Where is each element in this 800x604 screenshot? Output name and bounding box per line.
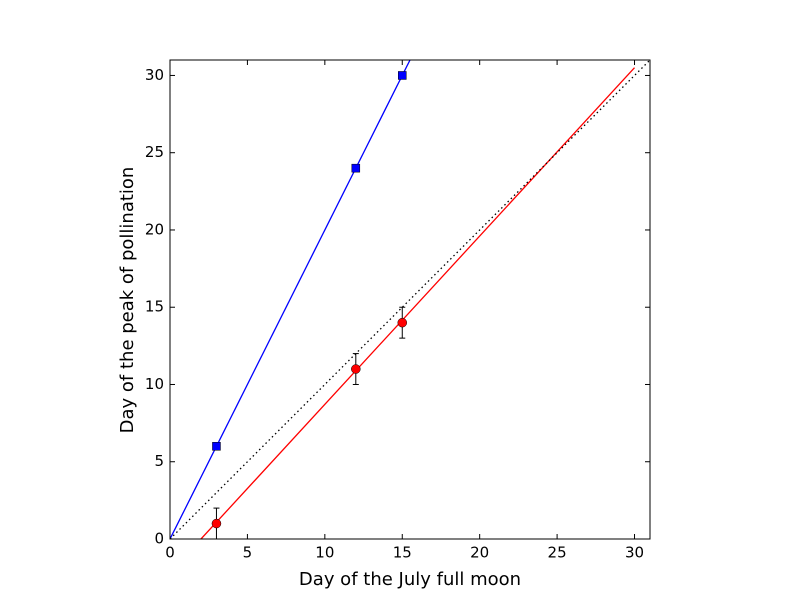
y-tick-label: 30 (145, 66, 164, 84)
fit-line (170, 60, 411, 539)
fit-line (170, 60, 650, 539)
y-tick-label: 25 (145, 143, 164, 161)
y-tick-label: 15 (145, 298, 164, 316)
fit-line (200, 67, 635, 539)
x-tick-label: 15 (393, 544, 412, 562)
y-tick-label: 20 (145, 220, 164, 238)
x-tick-label: 30 (625, 544, 644, 562)
x-tick-label: 0 (165, 544, 175, 562)
x-tick-label: 20 (470, 544, 489, 562)
point (211, 518, 222, 529)
y-tick-label: 5 (154, 452, 164, 470)
point (351, 163, 361, 173)
point (351, 364, 361, 374)
axes-frame (169, 59, 651, 540)
x-tick-label: 25 (548, 544, 567, 562)
point (212, 442, 221, 451)
y-tick-label: 0 (154, 530, 164, 548)
point (397, 317, 408, 328)
x-tick-label: 10 (315, 544, 334, 562)
x-axis-label: Day of the July full moon (299, 569, 521, 590)
plot-area (170, 60, 650, 539)
point (398, 71, 407, 80)
y-axis-label: Day of the peak of pollination (117, 167, 138, 434)
y-tick-label: 10 (145, 375, 164, 393)
x-tick-label: 5 (243, 544, 253, 562)
